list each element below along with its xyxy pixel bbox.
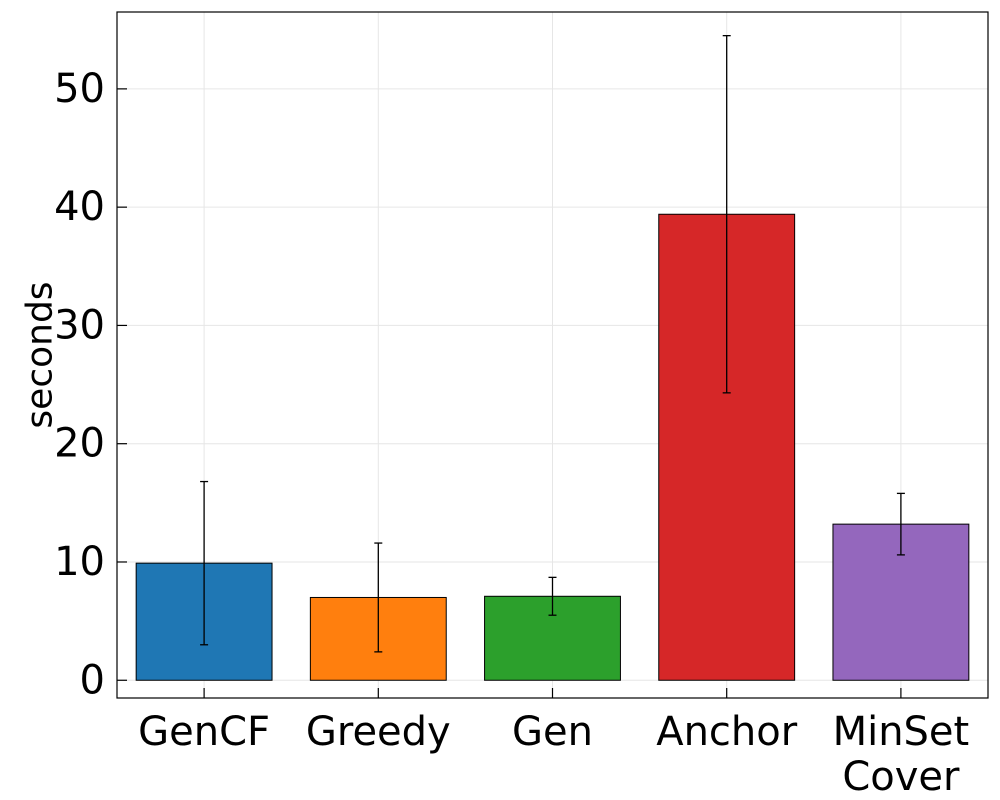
x-tick-label: Gen [512,709,593,755]
x-tick-label: Cover [842,754,960,800]
y-tick-labels: 0 10 20 30 40 50 [54,66,105,703]
y-axis-label: seconds [20,281,61,428]
y-tick-label: 10 [54,539,105,585]
axis-ticks [117,88,902,698]
error-bars [200,35,905,653]
y-tick-label: 20 [54,421,105,467]
x-tick-label: Anchor [656,709,798,755]
y-tick-label: 30 [54,302,105,348]
y-tick-label: 50 [54,66,105,112]
x-tick-label: MinSet [833,709,970,755]
x-tick-label: Greedy [306,709,451,755]
y-tick-label: 0 [80,657,105,703]
x-tick-label: GenCF [138,709,270,755]
y-tick-label: 40 [54,184,105,230]
